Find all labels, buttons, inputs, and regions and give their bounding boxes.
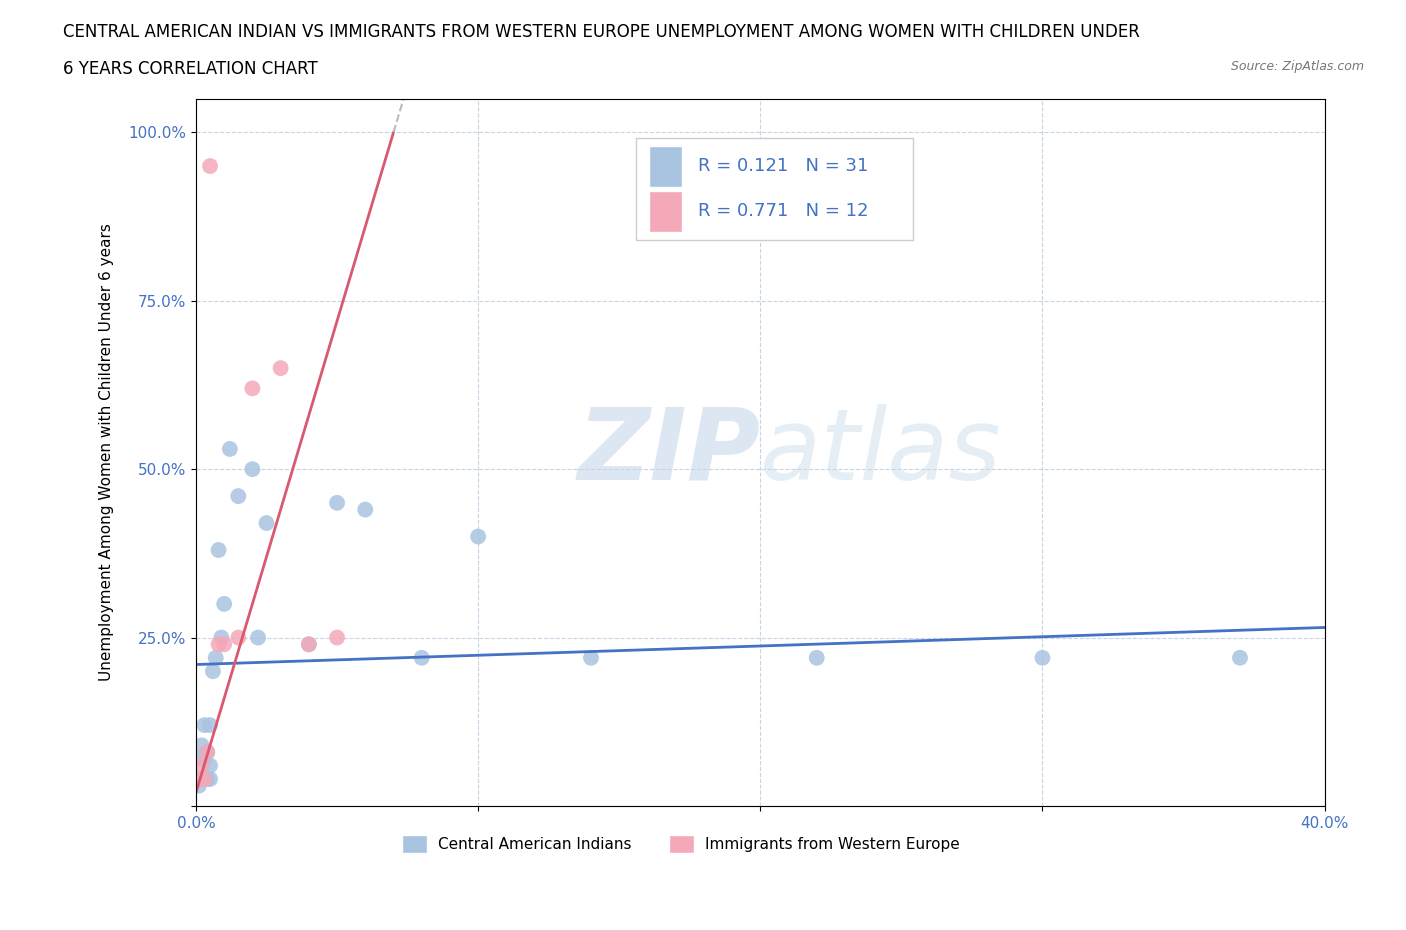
Point	[212, 637, 235, 652]
Point	[209, 631, 232, 645]
Point	[242, 381, 264, 396]
Text: Source: ZipAtlas.com: Source: ZipAtlas.com	[1230, 60, 1364, 73]
Point	[326, 496, 349, 511]
Point	[195, 745, 218, 760]
Point	[298, 637, 321, 652]
Point	[204, 650, 226, 665]
Text: R = 0.771   N = 12: R = 0.771 N = 12	[699, 203, 869, 220]
Point	[198, 772, 221, 787]
Point	[256, 515, 278, 530]
Point	[1229, 650, 1251, 665]
Point	[270, 361, 292, 376]
Point	[201, 664, 224, 679]
Point	[242, 461, 264, 476]
Text: CENTRAL AMERICAN INDIAN VS IMMIGRANTS FROM WESTERN EUROPE UNEMPLOYMENT AMONG WOM: CENTRAL AMERICAN INDIAN VS IMMIGRANTS FR…	[63, 23, 1140, 41]
Point	[354, 502, 377, 517]
Text: 6 YEARS CORRELATION CHART: 6 YEARS CORRELATION CHART	[63, 60, 318, 78]
Point	[411, 650, 433, 665]
Point	[247, 631, 270, 645]
Point	[195, 772, 218, 787]
Point	[198, 159, 221, 174]
Point	[193, 751, 215, 766]
Y-axis label: Unemployment Among Women with Children Under 6 years: Unemployment Among Women with Children U…	[100, 223, 114, 682]
Point	[298, 637, 321, 652]
Point	[467, 529, 489, 544]
Point	[187, 772, 209, 787]
Point	[226, 488, 249, 503]
Point	[326, 631, 349, 645]
Point	[190, 737, 212, 752]
Point	[579, 650, 602, 665]
FancyBboxPatch shape	[636, 138, 912, 240]
Text: R = 0.121   N = 31: R = 0.121 N = 31	[699, 157, 869, 176]
Point	[198, 718, 221, 733]
Point	[190, 758, 212, 773]
FancyBboxPatch shape	[650, 147, 682, 186]
Point	[806, 650, 828, 665]
Point	[198, 758, 221, 773]
Text: ZIP: ZIP	[578, 404, 761, 501]
Point	[207, 637, 229, 652]
Point	[226, 631, 249, 645]
Point	[187, 778, 209, 793]
Point	[190, 772, 212, 787]
Legend: Central American Indians, Immigrants from Western Europe: Central American Indians, Immigrants fro…	[396, 830, 966, 858]
FancyBboxPatch shape	[650, 192, 682, 231]
Point	[212, 596, 235, 611]
Point	[1031, 650, 1053, 665]
Point	[193, 718, 215, 733]
Point	[195, 745, 218, 760]
Point	[193, 772, 215, 787]
Point	[187, 751, 209, 766]
Point	[218, 442, 240, 457]
Point	[207, 542, 229, 557]
Text: atlas: atlas	[761, 404, 1002, 501]
Point	[193, 772, 215, 787]
